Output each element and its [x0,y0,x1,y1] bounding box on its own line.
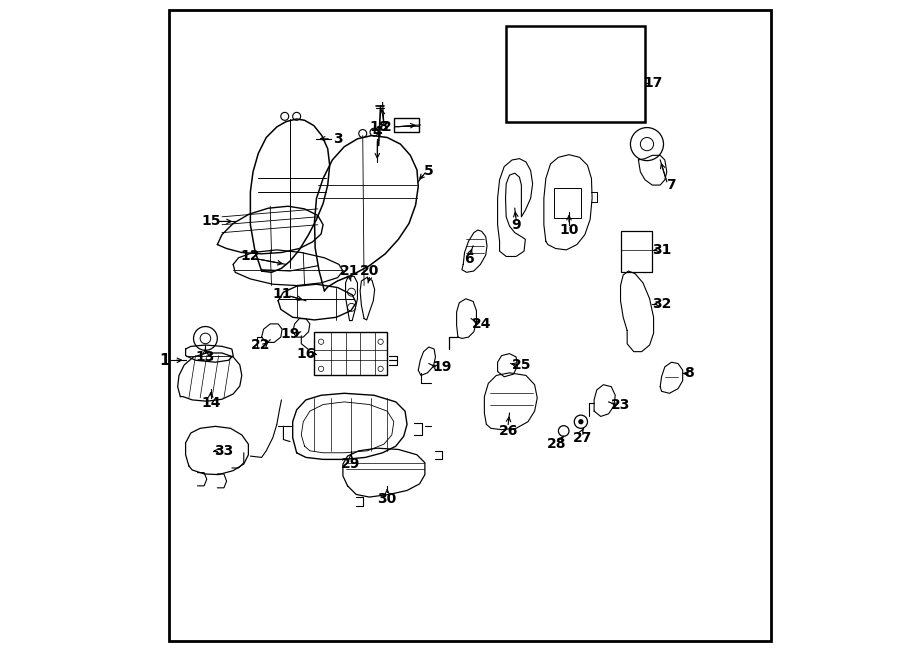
Text: 18: 18 [370,120,389,134]
Text: 19: 19 [281,327,300,341]
Text: 5: 5 [424,163,434,178]
Text: 21: 21 [340,264,359,278]
Text: 19: 19 [432,360,452,374]
Text: 20: 20 [360,264,379,278]
Text: 29: 29 [341,457,361,471]
Text: 11: 11 [273,287,292,301]
Bar [314,332,387,375]
Text: 4: 4 [373,125,382,139]
Text: 24: 24 [472,317,491,331]
Text: 27: 27 [572,430,592,445]
Text: 3: 3 [333,132,342,146]
Text: 17: 17 [644,75,663,90]
Bar [506,26,645,122]
Text: 31: 31 [652,243,671,257]
Bar [554,188,580,218]
Circle shape [578,419,583,424]
Text: 28: 28 [547,437,567,451]
Text: 2: 2 [382,120,392,134]
Text: 7: 7 [667,178,676,192]
Text: 12: 12 [240,249,260,264]
Text: 32: 32 [652,297,671,311]
Text: 13: 13 [195,350,215,364]
Text: 22: 22 [251,338,271,352]
Text: 9: 9 [511,217,521,232]
Text: 30: 30 [378,492,397,506]
Text: 10: 10 [559,223,579,237]
Text: 15: 15 [201,214,220,229]
Bar [394,118,418,132]
Text: 8: 8 [684,366,694,381]
Text: 33: 33 [214,444,234,458]
Text: 26: 26 [499,424,517,438]
Bar [620,231,652,272]
Text: 23: 23 [611,397,630,412]
Text: 25: 25 [511,358,531,372]
Text: 14: 14 [201,396,220,410]
Text: 1: 1 [159,353,170,368]
Text: 16: 16 [296,346,316,361]
Text: 6: 6 [464,252,473,266]
